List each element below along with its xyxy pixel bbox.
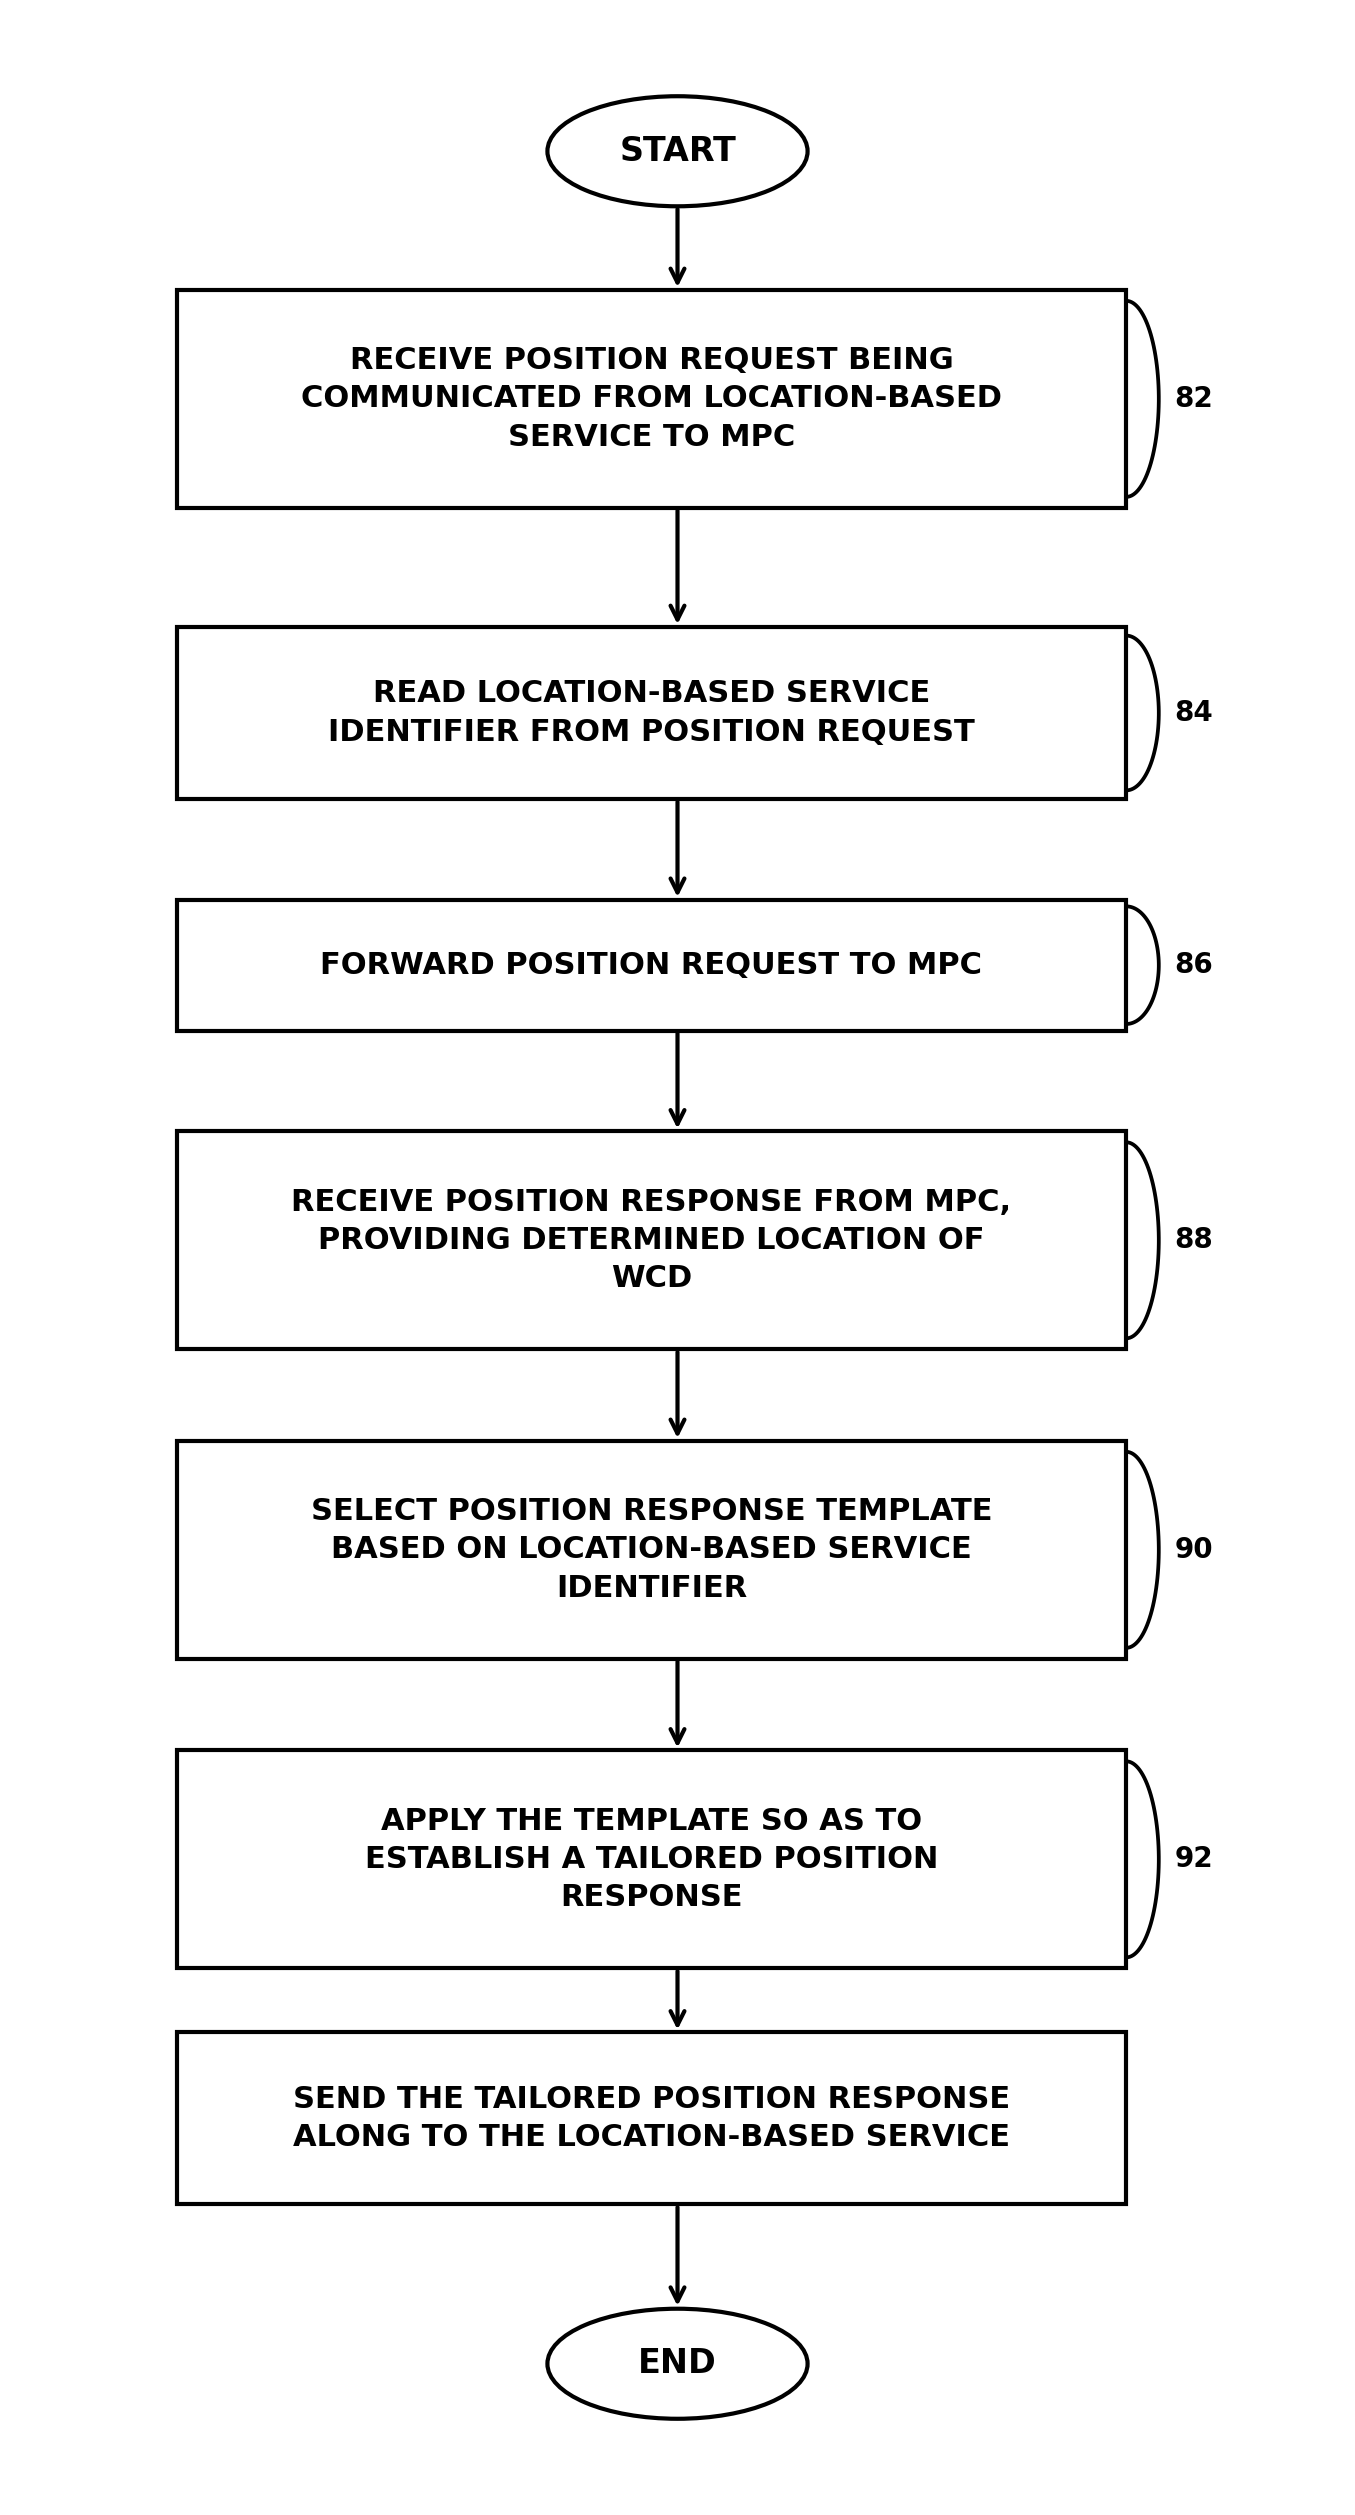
Text: FORWARD POSITION REQUEST TO MPC: FORWARD POSITION REQUEST TO MPC bbox=[321, 951, 982, 981]
Bar bbox=[176, 1750, 1126, 1969]
Text: READ LOCATION-BASED SERVICE
IDENTIFIER FROM POSITION REQUEST: READ LOCATION-BASED SERVICE IDENTIFIER F… bbox=[328, 679, 974, 747]
Text: APPLY THE TEMPLATE SO AS TO
ESTABLISH A TAILORED POSITION
RESPONSE: APPLY THE TEMPLATE SO AS TO ESTABLISH A … bbox=[364, 1806, 938, 1911]
Bar bbox=[176, 2032, 1126, 2206]
Bar bbox=[176, 1132, 1126, 1348]
Text: RECEIVE POSITION REQUEST BEING
COMMUNICATED FROM LOCATION-BASED
SERVICE TO MPC: RECEIVE POSITION REQUEST BEING COMMUNICA… bbox=[301, 347, 1001, 453]
Bar bbox=[176, 900, 1126, 1031]
Text: RECEIVE POSITION RESPONSE FROM MPC,
PROVIDING DETERMINED LOCATION OF
WCD: RECEIVE POSITION RESPONSE FROM MPC, PROV… bbox=[291, 1187, 1012, 1293]
Text: START: START bbox=[619, 136, 736, 169]
Text: 86: 86 bbox=[1175, 951, 1213, 978]
Ellipse shape bbox=[547, 96, 808, 206]
Text: SEND THE TAILORED POSITION RESPONSE
ALONG TO THE LOCATION-BASED SERVICE: SEND THE TAILORED POSITION RESPONSE ALON… bbox=[293, 2085, 1009, 2153]
Text: 84: 84 bbox=[1175, 699, 1213, 727]
Text: SELECT POSITION RESPONSE TEMPLATE
BASED ON LOCATION-BASED SERVICE
IDENTIFIER: SELECT POSITION RESPONSE TEMPLATE BASED … bbox=[310, 1496, 992, 1602]
Bar bbox=[176, 626, 1126, 800]
Text: 90: 90 bbox=[1175, 1537, 1213, 1564]
Ellipse shape bbox=[547, 2309, 808, 2419]
Text: 92: 92 bbox=[1175, 1846, 1213, 1874]
Bar bbox=[176, 1441, 1126, 1660]
Bar bbox=[176, 289, 1126, 508]
Text: END: END bbox=[638, 2346, 717, 2379]
Text: 82: 82 bbox=[1175, 385, 1213, 412]
Text: 88: 88 bbox=[1175, 1227, 1213, 1255]
